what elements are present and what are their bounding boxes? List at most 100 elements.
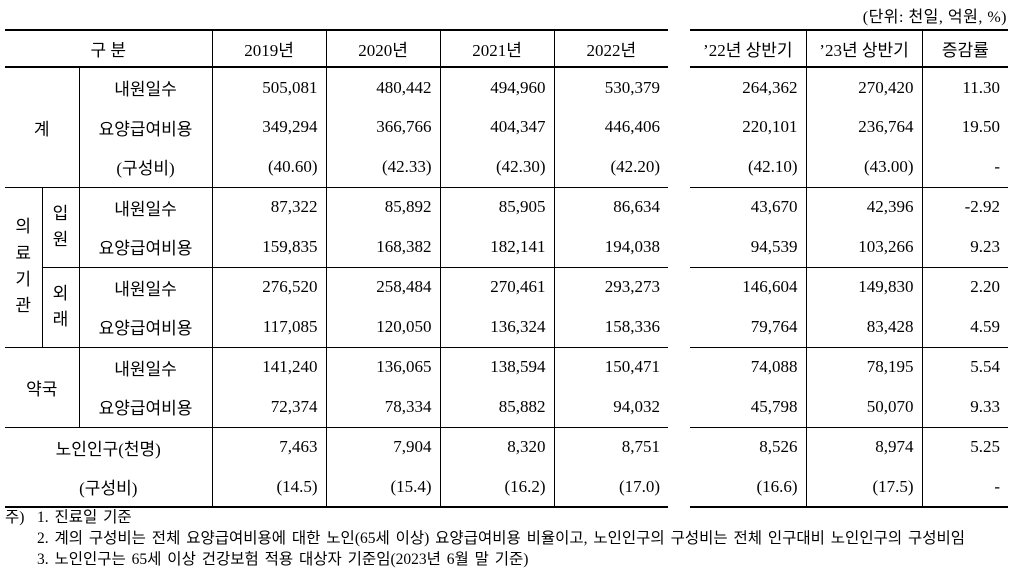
value-cell: 85,892 [325,187,441,227]
row-label-days: 내원일수 [78,267,213,307]
col-header-gubun: 구 분 [5,30,213,68]
value-cell: 19.50 [921,107,1009,147]
table-row: 요양급여비용 349,294 366,766 404,347 446,406 [5,107,669,147]
value-cell: 117,085 [211,307,327,348]
value-cell: 136,065 [325,347,441,387]
value-cell: (42.20) [553,147,669,188]
col-header-2019: 2019년 [211,30,327,68]
value-cell: 94,032 [553,387,669,428]
value-cell: (14.5) [211,467,327,507]
row-label-cost: 요양급여비용 [78,307,213,348]
table-row: (구성비) (40.60) (42.33) (42.30) (42.20) [5,147,669,188]
value-cell: (40.60) [211,147,327,188]
footnotes: 주) 1. 진료일 기준 2. 계의 구성비는 전체 요양급여비용에 대한 노인… [5,507,965,570]
value-cell: 494,960 [439,67,555,107]
value-cell: 258,484 [325,267,441,307]
value-cell: 480,442 [325,67,441,107]
value-cell: 120,050 [325,307,441,348]
value-cell: 236,764 [805,107,923,147]
table-halfyear: ’22년 상반기 ’23년 상반기 증감률 264,362 270,420 11… [690,29,1009,508]
value-cell: (42.33) [325,147,441,188]
table-row: 요양급여비용 117,085 120,050 136,324 158,336 [5,307,669,348]
value-cell: 94,539 [690,227,807,268]
value-cell: 8,974 [805,427,923,467]
value-cell: 270,461 [439,267,555,307]
group-total: 계 [5,67,79,188]
table-header-row: 구 분 2019년 2020년 2021년 2022년 [5,30,669,68]
value-cell: 103,266 [805,227,923,268]
value-cell: 2.20 [921,267,1009,307]
value-cell: 72,374 [211,387,327,428]
col-header-half-2022: ’22년 상반기 [690,30,807,68]
col-header-rate: 증감률 [921,30,1009,68]
value-cell: 9.23 [921,227,1009,268]
value-cell: 150,471 [553,347,669,387]
table-row: (16.6) (17.5) - [690,467,1009,507]
value-cell: 4.59 [921,307,1009,348]
table-row: 의 료 기 관 입 원 내원일수 87,322 85,892 85,905 86… [5,187,669,348]
table-row: (구성비) (14.5) (15.4) (16.2) (17.0) [5,467,669,507]
value-cell: 74,088 [750,357,798,377]
table-row: 요양급여비용 72,374 78,334 85,882 94,032 [5,387,669,428]
table-row: (42.10) (43.00) - [690,147,1009,188]
value-cell: 11.30 [921,67,1009,107]
value-cell: 220,101 [742,117,798,136]
row-label-days: 내원일수 [78,347,213,387]
value-cell: 159,835 [211,227,327,268]
table-row: 8,526 8,974 5.25 [690,427,1009,467]
row-label-ratio: (구성비) [78,147,213,188]
table-row: 79,764 83,428 4.59 [690,307,1009,348]
table-row: 220,101 236,764 19.50 [690,107,1009,147]
col-header-2021: 2021년 [439,30,555,68]
value-cell: - [921,147,1009,188]
col-header-2022: 2022년 [553,30,669,68]
table-row: 계 내원일수 505,081 480,442 494,960 530,379 [5,67,669,188]
value-cell: 7,463 [211,427,327,467]
value-cell: 5.25 [921,427,1009,467]
value-cell: 404,347 [439,107,555,147]
value-cell: 78,195 [805,347,923,387]
value-cell: (17.0) [553,467,669,507]
footnote-prefix: 주) [5,509,25,526]
value-cell: - [921,467,1009,507]
footnote-3: 3. 노인인구는 65세 이상 건강보험 적용 대상자 기준임(2023년 6월… [37,551,529,568]
table-row: 외 래 내원일수 276,520 258,484 270,461 293,273 [5,267,669,348]
row-label-cost: 요양급여비용 [78,227,213,268]
value-cell: 5.54 [921,347,1009,387]
table-header-row: ’22년 상반기 ’23년 상반기 증감률 [690,30,1009,68]
group-pharmacy: 약국 [5,347,79,428]
value-cell: 149,830 [805,267,923,307]
value-cell: 86,634 [553,187,669,227]
value-cell: (43.00) [805,147,923,188]
value-cell: 138,594 [439,347,555,387]
unit-label: (단위: 천일, 억원, %) [862,9,1007,26]
value-cell: 293,273 [553,267,669,307]
value-cell: 168,382 [325,227,441,268]
table-row: 94,539 103,266 9.23 [690,227,1009,268]
group-inpatient: 입 원 [41,187,79,268]
group-medical-institution: 의 료 기 관 [5,187,42,348]
row-label-cost: 요양급여비용 [78,107,213,147]
value-cell: 158,336 [553,307,669,348]
group-outpatient: 외 래 [41,267,79,348]
value-cell: 146,604 [742,277,798,297]
value-cell: 7,904 [325,427,441,467]
value-cell: 83,428 [805,307,923,348]
value-cell: (17.5) [805,467,923,507]
value-cell: 194,038 [553,227,669,268]
value-cell: 8,751 [553,427,669,467]
value-cell: 349,294 [211,107,327,147]
col-header-half-2023: ’23년 상반기 [805,30,923,68]
value-cell: 85,905 [439,187,555,227]
value-cell: -2.92 [921,187,1009,227]
row-label-cost: 요양급여비용 [78,387,213,428]
table-row: 약국 내원일수 141,240 136,065 138,594 150,471 [5,347,669,428]
table-row: 264,362 270,420 11.30 [690,67,1009,107]
value-cell: 78,334 [325,387,441,428]
row-label-days: 내원일수 [78,67,213,107]
value-cell: 85,882 [439,387,555,428]
value-cell: 446,406 [553,107,669,147]
value-cell: 9.33 [921,387,1009,428]
value-cell: 366,766 [325,107,441,147]
value-cell: (16.6) [756,476,798,496]
